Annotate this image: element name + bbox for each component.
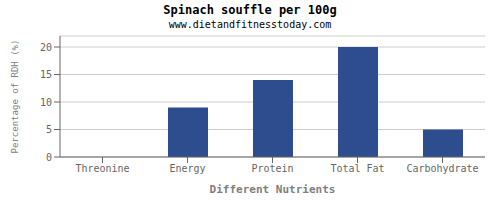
svg-text:Protein: Protein	[251, 163, 293, 174]
html-text:Spinach souffle per 100g: Spinach souffle per 100g	[163, 3, 337, 17]
svg-text:0: 0	[46, 152, 52, 163]
svg-text:Different Nutrients: Different Nutrients	[210, 183, 336, 196]
svg-text:Percentage of RDH (%): Percentage of RDH (%)	[10, 40, 20, 154]
svg-text:5: 5	[46, 124, 52, 135]
html-text:www.dietandfitnesstoday.com: www.dietandfitnesstoday.com	[168, 19, 332, 30]
svg-text:15: 15	[40, 69, 52, 80]
svg-text:Energy: Energy	[169, 163, 205, 174]
svg-text:Carbohydrate: Carbohydrate	[406, 163, 478, 174]
svg-text:Threonine: Threonine	[75, 163, 129, 174]
svg-text:20: 20	[40, 42, 52, 53]
svg-text:Total Fat: Total Fat	[330, 163, 384, 174]
svg-text:10: 10	[40, 97, 52, 108]
